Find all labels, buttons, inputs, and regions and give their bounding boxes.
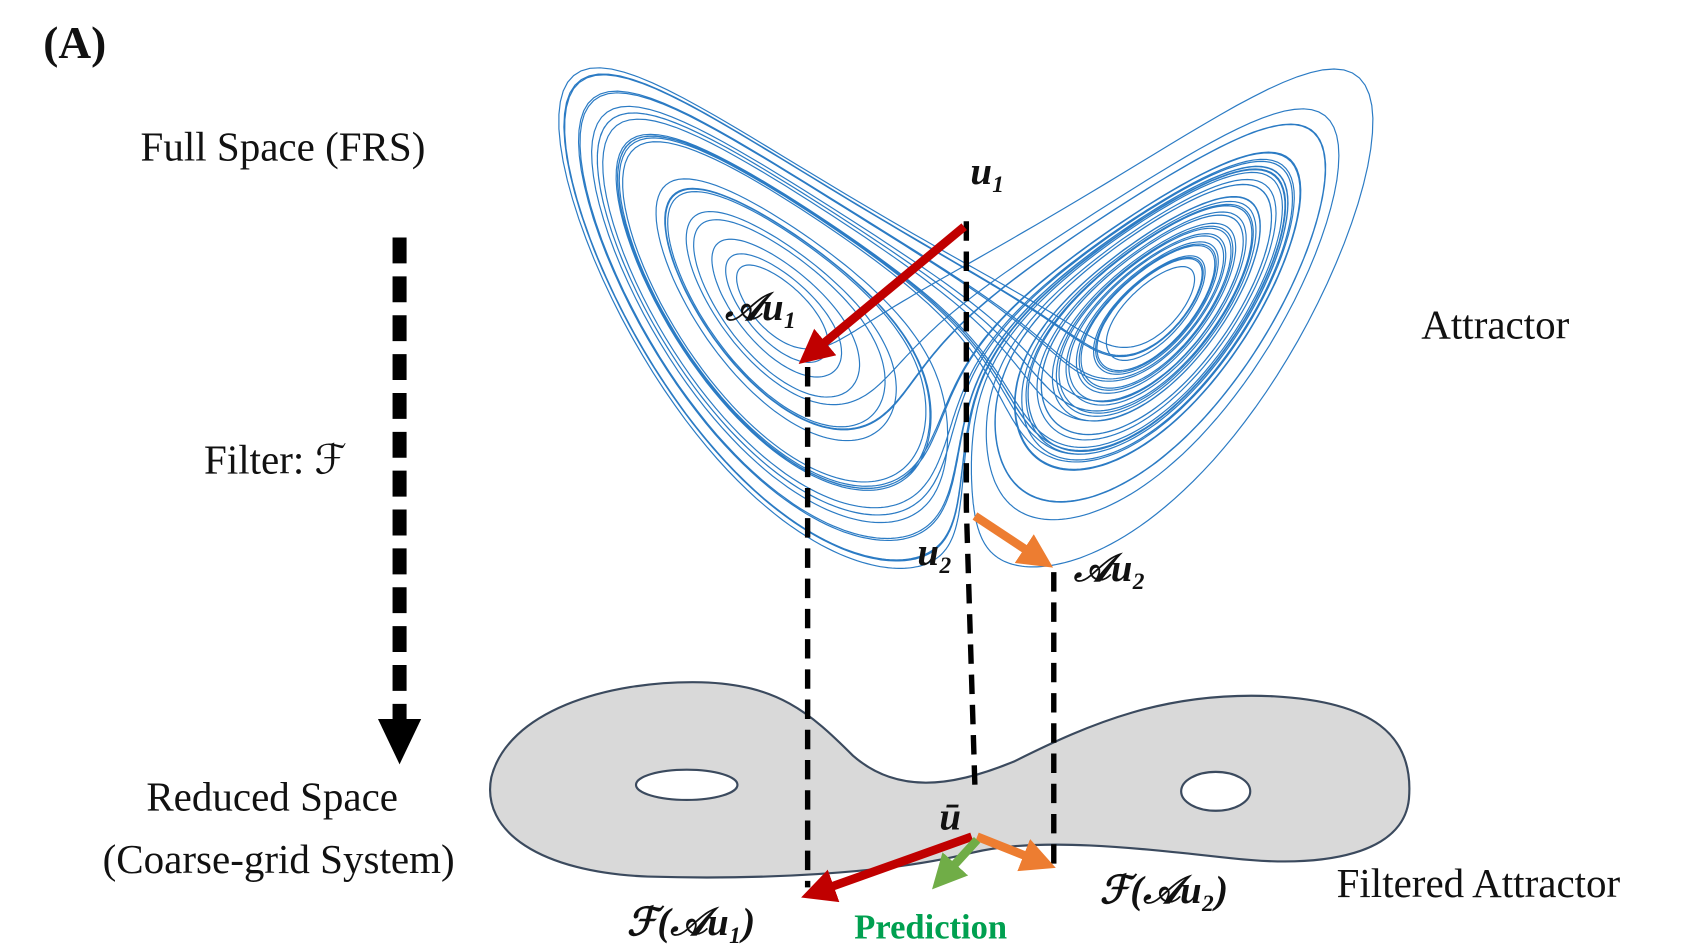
arrow-au2 — [975, 516, 1039, 558]
point-label: ℱ(𝒜u₁) — [627, 901, 755, 944]
label: Reduced Space — [146, 773, 398, 819]
point-label: ū — [939, 795, 961, 838]
point-label: u₁ — [970, 150, 1005, 193]
hole — [1181, 772, 1250, 811]
label: Full Space (FRS) — [141, 124, 426, 170]
prediction-label: Prediction — [854, 908, 1007, 946]
filter-arrowhead — [378, 719, 421, 764]
label: (Coarse-grid System) — [103, 836, 455, 882]
point-label: 𝒜u₂ — [1073, 547, 1146, 590]
label: Attractor — [1421, 302, 1569, 348]
panel-label: (A) — [43, 18, 106, 68]
point-label: ℱ(𝒜u₂) — [1100, 869, 1228, 912]
hole — [636, 770, 737, 800]
label: Filtered Attractor — [1337, 860, 1621, 906]
label: Filter: ℱ — [204, 437, 347, 483]
diagram: (A) Full Space (FRS) Filter: ℱ Reduced S… — [0, 0, 1693, 950]
point-label: u₂ — [917, 531, 952, 574]
point-label: 𝒜u₁ — [724, 286, 797, 329]
